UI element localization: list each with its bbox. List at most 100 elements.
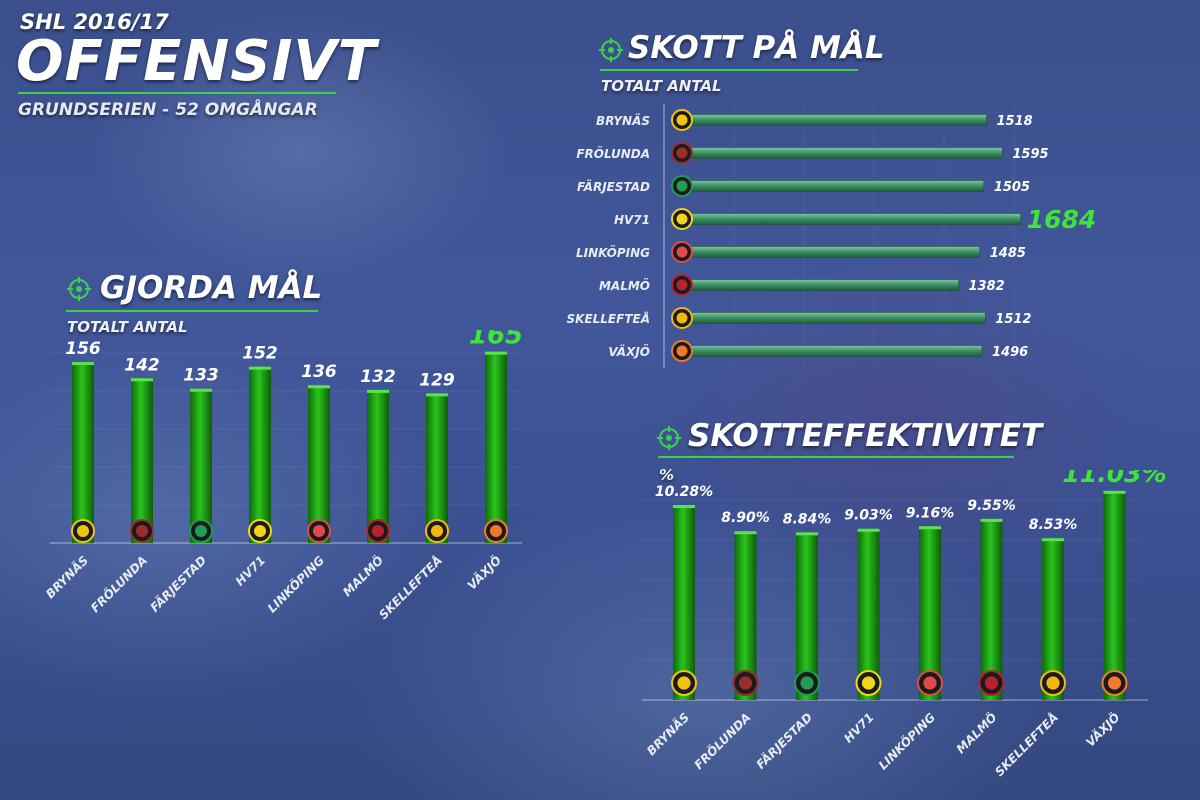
league-season: SHL 2016/17 bbox=[20, 10, 169, 34]
bar-brynas bbox=[673, 114, 987, 126]
bar-hv71 bbox=[673, 213, 1021, 225]
shots-chart-title: SKOTT PÅ MÅL bbox=[628, 30, 885, 66]
category-label: VÄXJÖ bbox=[464, 553, 504, 593]
bar-vaxjo bbox=[673, 345, 983, 357]
category-label: HV71 bbox=[233, 553, 268, 588]
bar-brynas bbox=[72, 362, 94, 543]
bar-farjestad bbox=[190, 388, 212, 543]
frolunda-logo-icon bbox=[130, 519, 154, 543]
value-label: 142 bbox=[124, 355, 160, 375]
category-label: FRÖLUNDA bbox=[87, 553, 150, 616]
category-label: LINKÖPING bbox=[875, 709, 938, 772]
value-label: 1595 bbox=[1012, 147, 1048, 162]
bar-skelleftea bbox=[426, 393, 448, 543]
linkoping-logo-icon bbox=[917, 670, 943, 696]
bar-malmo bbox=[367, 389, 389, 543]
efficiency-title-rule bbox=[658, 456, 1014, 458]
page-title: OFFENSIVT bbox=[16, 29, 377, 94]
category-label: LINKÖPING bbox=[264, 552, 327, 615]
crosshair-icon bbox=[599, 38, 623, 62]
bar-hv71 bbox=[249, 366, 271, 543]
efficiency-chart-title: SKOTTEFFEKTIVITET bbox=[688, 418, 1043, 454]
bar-frolunda bbox=[734, 531, 757, 700]
bar-cap bbox=[308, 385, 330, 389]
bar-cap bbox=[673, 505, 695, 509]
bar-cap bbox=[367, 389, 389, 393]
crosshair-icon bbox=[657, 426, 681, 450]
page-subtitle: GRUNDSERIEN - 52 OMGÅNGAR bbox=[18, 100, 318, 120]
category-label: BRYNÄS bbox=[596, 113, 650, 128]
value-label: 1382 bbox=[969, 279, 1005, 294]
value-label: 165 bbox=[469, 330, 523, 351]
bar-cap bbox=[190, 388, 212, 392]
category-label: MALMÖ bbox=[953, 710, 1000, 757]
bar-cap bbox=[1042, 538, 1064, 542]
bar-vaxjo bbox=[1103, 490, 1126, 700]
value-label: 156 bbox=[65, 339, 101, 359]
bar-cap bbox=[72, 362, 94, 366]
category-label: VÄXJÖ bbox=[608, 344, 650, 359]
bar-hv71 bbox=[857, 528, 880, 700]
linkoping-logo-icon bbox=[671, 241, 693, 263]
value-label: 9.55% bbox=[967, 498, 1016, 514]
vaxjo-logo-icon bbox=[1101, 670, 1128, 696]
category-label: VÄXJÖ bbox=[1083, 710, 1123, 750]
value-label: 9.16% bbox=[906, 505, 955, 521]
bar-malmo bbox=[673, 279, 959, 291]
brynas-logo-icon bbox=[671, 109, 693, 131]
frolunda-logo-icon bbox=[671, 142, 693, 164]
category-label: BRYNÄS bbox=[643, 710, 692, 759]
category-label: SKELLEFTEÅ bbox=[991, 710, 1061, 780]
value-label: 8.53% bbox=[1029, 517, 1078, 533]
value-label: 1496 bbox=[992, 345, 1028, 360]
category-label: FÄRJESTAD bbox=[753, 709, 815, 771]
category-label: HV71 bbox=[841, 710, 876, 745]
shots-chart-subtitle: TOTALT ANTAL bbox=[601, 77, 722, 95]
bar-frolunda bbox=[673, 147, 1003, 159]
bar-frolunda bbox=[131, 378, 153, 543]
value-label: 132 bbox=[360, 367, 396, 387]
value-label: 1505 bbox=[994, 180, 1030, 195]
value-label: 8.84% bbox=[783, 511, 832, 527]
category-label: FÄRJESTAD bbox=[577, 179, 650, 194]
bar-cap bbox=[857, 528, 880, 532]
crosshair-icon bbox=[67, 277, 91, 301]
bar-linkoping bbox=[673, 246, 980, 258]
bar-farjestad bbox=[673, 180, 985, 192]
bar-linkoping bbox=[308, 385, 330, 543]
bar-cap bbox=[426, 393, 448, 397]
bar-cap bbox=[796, 532, 818, 536]
value-label: 9.03% bbox=[844, 508, 893, 524]
bar-vaxjo bbox=[485, 351, 507, 543]
goals-chart: 156 BRYNÄS 142 FRÖLUNDA 133 FÄRJESTAD 152 HV71 1… bbox=[42, 330, 523, 622]
category-label: HV71 bbox=[614, 213, 650, 227]
skelleftea-logo-icon bbox=[425, 519, 449, 543]
farjestad-logo-icon bbox=[671, 175, 693, 197]
bar-cap bbox=[485, 351, 507, 355]
value-label: 129 bbox=[419, 370, 455, 390]
value-label: 1512 bbox=[995, 312, 1031, 327]
bar-skelleftea bbox=[673, 312, 986, 324]
brynas-logo-icon bbox=[71, 519, 95, 543]
value-label: 133 bbox=[183, 366, 219, 386]
efficiency-chart-subtitle: % bbox=[659, 466, 675, 484]
malmo-logo-icon bbox=[978, 670, 1005, 696]
category-label: FRÖLUNDA bbox=[576, 146, 650, 161]
bar-cap bbox=[734, 531, 757, 535]
bar-cap bbox=[1103, 490, 1126, 494]
category-label: MALMÖ bbox=[599, 278, 650, 293]
value-label: 1518 bbox=[997, 114, 1033, 129]
category-label: MALMÖ bbox=[339, 553, 386, 600]
category-label: BRYNÄS bbox=[42, 553, 91, 602]
category-label: FRÖLUNDA bbox=[691, 710, 754, 773]
malmo-logo-icon bbox=[671, 274, 693, 296]
hv71-logo-icon bbox=[671, 208, 693, 230]
vaxjo-logo-icon bbox=[671, 340, 693, 362]
header-divider bbox=[18, 92, 336, 94]
vaxjo-logo-icon bbox=[484, 519, 508, 543]
bar-linkoping bbox=[919, 526, 941, 700]
farjestad-logo-icon bbox=[794, 670, 820, 696]
bar-malmo bbox=[980, 518, 1003, 700]
bar-cap bbox=[980, 518, 1003, 522]
bar-skelleftea bbox=[1042, 538, 1064, 700]
